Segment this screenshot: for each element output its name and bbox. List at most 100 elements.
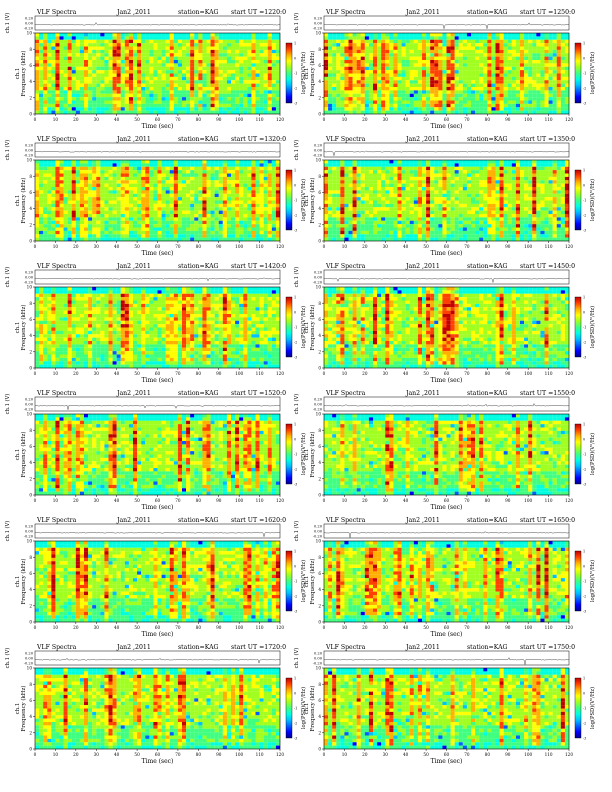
spectrogram-cell bbox=[79, 63, 85, 67]
spectrogram-cell bbox=[442, 60, 447, 64]
spectrogram-cell bbox=[511, 46, 516, 50]
spectrogram-cell bbox=[377, 80, 382, 84]
spectrogram-cell bbox=[446, 87, 451, 91]
spectrogram-cell bbox=[186, 33, 191, 37]
spectrogram-cell bbox=[210, 56, 215, 61]
spectrogram-cell bbox=[454, 70, 459, 74]
spectrogram-cell bbox=[356, 160, 361, 164]
spectrogram-cell bbox=[239, 197, 244, 201]
spectrogram-cell bbox=[356, 80, 361, 84]
spectrogram-cell bbox=[360, 33, 365, 37]
spectrogram-cell bbox=[340, 163, 345, 167]
spectrogram-cell bbox=[128, 46, 134, 50]
spectrogram-cell bbox=[507, 83, 512, 88]
spectrogram-cell bbox=[92, 234, 97, 238]
spectrogram-cell bbox=[251, 197, 256, 201]
spectrogram-cell bbox=[393, 210, 398, 215]
spectrogram-cell bbox=[71, 83, 76, 88]
spectrogram-cell bbox=[100, 36, 105, 40]
spectrogram-cell bbox=[528, 93, 533, 98]
spectrogram-cell bbox=[67, 193, 72, 198]
spectrogram-cell bbox=[55, 93, 60, 98]
spectrogram-cell bbox=[251, 56, 256, 61]
spectrogram-cell bbox=[92, 193, 97, 198]
spectrogram-cell bbox=[67, 197, 72, 201]
spectrogram-cell bbox=[271, 90, 276, 94]
spectrogram-cell bbox=[471, 36, 476, 40]
spectrogram-cell bbox=[515, 76, 521, 81]
spectrogram-cell bbox=[231, 217, 236, 221]
spectrogram-cell bbox=[79, 83, 85, 88]
spectrogram-cell bbox=[198, 97, 203, 101]
spectrogram-cell bbox=[153, 93, 158, 98]
spectrogram-cell bbox=[124, 63, 129, 67]
spectrogram-cell bbox=[446, 70, 451, 74]
y-tick-label: 4 bbox=[29, 206, 32, 211]
spectrogram-cell bbox=[186, 234, 191, 238]
spectrogram-cell bbox=[177, 237, 183, 242]
spectrogram-cell bbox=[507, 60, 512, 64]
spectrogram-cell bbox=[426, 76, 431, 81]
spectrogram-cell bbox=[47, 200, 52, 204]
spectrogram-cell bbox=[413, 107, 418, 111]
spectrogram-cell bbox=[344, 93, 349, 98]
spectrogram-cell bbox=[507, 39, 512, 44]
spectrogram-cell bbox=[271, 197, 276, 201]
spectrogram-cell bbox=[128, 36, 134, 40]
spectrogram-cell bbox=[515, 73, 521, 77]
spectrogram-cell bbox=[100, 97, 105, 101]
spectrogram-cell bbox=[373, 36, 378, 40]
spectrogram-cell bbox=[255, 203, 260, 208]
spectrogram-cell bbox=[128, 197, 134, 201]
spectrogram-cell bbox=[161, 220, 166, 225]
spectrogram-cell bbox=[454, 90, 459, 94]
spectrogram-cell bbox=[51, 227, 56, 231]
spectrogram-cell bbox=[214, 60, 219, 64]
spectrogram-cell bbox=[536, 100, 541, 104]
spectrogram-cell bbox=[532, 43, 537, 47]
spectrogram-cell bbox=[63, 234, 68, 238]
spectrogram-cell bbox=[487, 90, 492, 94]
spectrogram-cell bbox=[43, 43, 48, 47]
spectrogram-cell bbox=[75, 183, 80, 188]
spectrogram-cell bbox=[173, 103, 178, 108]
spectrogram-cell bbox=[495, 103, 500, 108]
spectrogram-cell bbox=[352, 39, 357, 44]
spectrogram-cell bbox=[267, 70, 272, 74]
spectrogram-cell bbox=[51, 49, 56, 54]
spectrogram-cell bbox=[324, 193, 329, 198]
spectrogram-cell bbox=[368, 234, 374, 238]
spectrogram-cell bbox=[226, 93, 232, 98]
spectrogram-cell bbox=[104, 183, 109, 188]
spectrogram-cell bbox=[544, 80, 549, 84]
spectrogram-cell bbox=[173, 207, 178, 211]
spectrogram-cell bbox=[104, 110, 109, 115]
spectrogram-cell bbox=[231, 39, 236, 44]
spectrogram-cell bbox=[275, 200, 281, 204]
spectrogram-cell bbox=[88, 97, 93, 101]
spectrogram-cell bbox=[108, 39, 113, 44]
spectrogram-cell bbox=[552, 43, 557, 47]
spectrogram-cell bbox=[458, 80, 463, 84]
spectrogram-cell bbox=[141, 234, 146, 238]
spectrogram-cell bbox=[63, 166, 68, 171]
spectrogram-cell bbox=[348, 210, 353, 215]
x-tick-label: 20 bbox=[362, 117, 368, 122]
spectrogram-cell bbox=[479, 43, 484, 47]
spectrogram-cell bbox=[239, 214, 244, 218]
spectrogram-cell bbox=[79, 234, 85, 238]
spectrogram-cell bbox=[544, 43, 549, 47]
spectrogram-cell bbox=[47, 197, 52, 201]
spectrogram-cell bbox=[198, 176, 203, 181]
spectrogram-cell bbox=[67, 97, 72, 101]
spectrogram-cell bbox=[344, 83, 349, 88]
spectrogram-cell bbox=[556, 56, 561, 61]
spectrogram-cell bbox=[190, 170, 195, 174]
spectrogram-cell bbox=[409, 70, 414, 74]
spectrogram-cell bbox=[157, 197, 162, 201]
spectrogram-cell bbox=[381, 36, 386, 40]
spectrogram-cell bbox=[186, 80, 191, 84]
spectrogram-cell bbox=[401, 43, 406, 47]
spectrogram-cell bbox=[368, 237, 374, 242]
spectrogram-cell bbox=[332, 176, 337, 181]
